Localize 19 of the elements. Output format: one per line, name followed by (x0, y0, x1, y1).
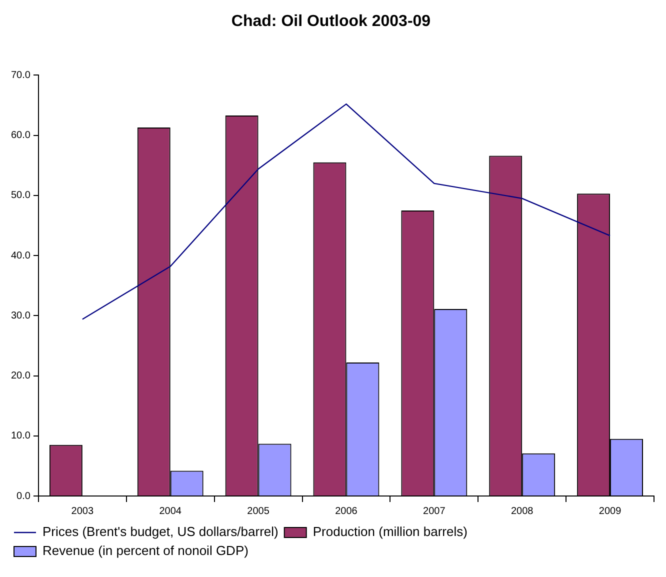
x-tick-label: 2006 (335, 506, 358, 517)
x-tick-label: 2003 (71, 506, 94, 517)
x-tick-label: 2008 (510, 506, 534, 517)
legend-label: Revenue (in percent of nonoil GDP) (42, 543, 248, 558)
y-tick-label: 50.0 (10, 190, 31, 202)
legend-label: Prices (Brent's budget, US dollars/barrel) (42, 524, 278, 540)
y-tick-label: 60.0 (10, 130, 31, 142)
x-tick-label: 2005 (247, 506, 270, 517)
y-tick-label: 40.0 (10, 250, 31, 262)
y-tick-label: 20.0 (10, 370, 31, 382)
legend-label: Production (million barrels) (312, 524, 468, 540)
x-tick-label: 2007 (423, 506, 446, 517)
x-tick-label: 2009 (598, 506, 622, 517)
y-tick-label: 30.0 (10, 310, 31, 322)
y-tick-label: 70.0 (10, 70, 31, 81)
y-tick-label: 10.0 (10, 430, 31, 442)
chart-title: Chad: Oil Outlook 2003-09 (231, 13, 431, 30)
x-tick-label: 2004 (159, 506, 182, 517)
y-tick-label: 0.0 (16, 490, 31, 502)
